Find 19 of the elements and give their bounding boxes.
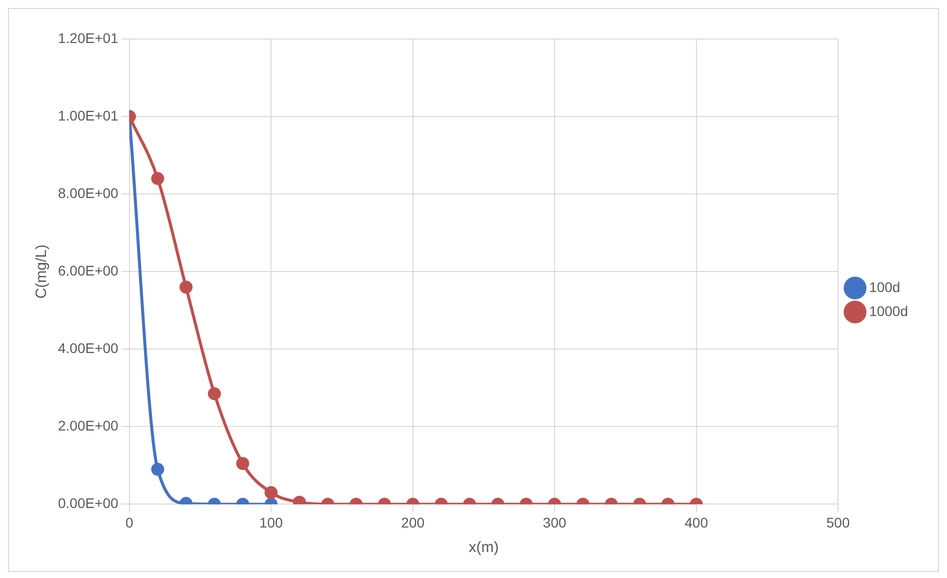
x-tick-label: 500 <box>826 514 850 530</box>
y-tick-label: 1.00E+01 <box>58 107 119 124</box>
point <box>151 172 164 186</box>
legend-label: 100d <box>869 278 900 295</box>
x-tick-label: 300 <box>542 514 566 530</box>
legend-label: 1000d <box>869 302 908 319</box>
y-tick-label: 4.00E+00 <box>58 340 119 356</box>
x-tick-label: 100 <box>259 514 283 530</box>
x-tick-label: 400 <box>684 514 708 530</box>
y-tick-label: 2.00E+00 <box>58 418 119 434</box>
x-tick-label: 200 <box>401 514 425 530</box>
y-tick-label: 1.20E+01 <box>58 30 119 46</box>
y-axis-title: C(mg/L) <box>33 244 50 299</box>
point <box>180 280 193 294</box>
y-tick-label: 0.00E+00 <box>58 495 119 512</box>
x-tick-label: 0 <box>125 514 134 530</box>
y-tick-label: 6.00E+00 <box>58 262 119 278</box>
x-axis-title: x(m) <box>468 539 499 556</box>
y-tick-label: 8.00E+00 <box>58 184 119 201</box>
